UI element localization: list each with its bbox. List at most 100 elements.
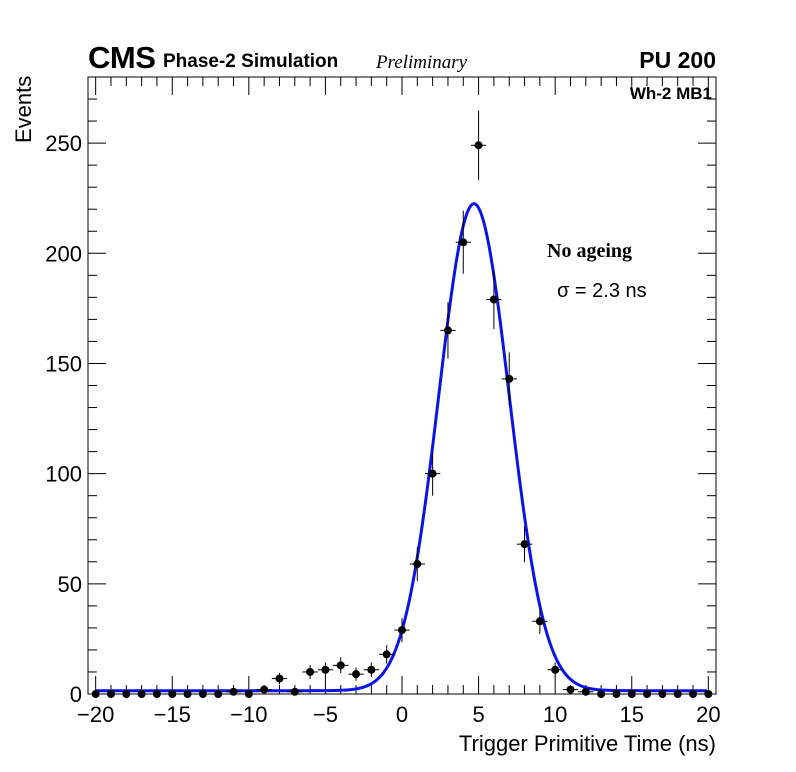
simulation-label: Phase-2 Simulation: [163, 51, 339, 72]
data-point: [210, 690, 226, 698]
point-marker: [505, 374, 514, 383]
point-marker: [627, 690, 636, 698]
x-tick-label: −20: [77, 702, 114, 727]
data-point: [164, 690, 180, 698]
point-marker: [382, 650, 391, 659]
data-point: [562, 685, 579, 694]
point-marker: [168, 690, 177, 698]
x-tick-label: 20: [696, 702, 720, 727]
data-point: [225, 687, 242, 696]
point-marker: [658, 690, 667, 698]
sigma-label: σ = 2.3 ns: [557, 280, 647, 302]
point-marker: [581, 687, 590, 696]
data-point: [516, 526, 533, 563]
point-marker: [152, 690, 161, 698]
data-point: [133, 690, 150, 698]
y-tick-label: 50: [58, 572, 82, 597]
data-point: [409, 547, 425, 581]
point-marker: [306, 667, 315, 676]
point-marker: [566, 685, 575, 694]
data-point: [685, 690, 701, 698]
data-point: [532, 608, 548, 634]
ageing-label: No ageing: [547, 240, 632, 262]
point-marker: [229, 687, 238, 696]
y-tick-label: 150: [45, 351, 82, 376]
data-point: [348, 667, 364, 681]
point-marker: [413, 559, 422, 568]
y-tick-label: 0: [70, 682, 82, 707]
point-marker: [198, 690, 207, 698]
point-marker: [260, 685, 269, 694]
point-marker: [474, 141, 483, 150]
data-point: [700, 690, 716, 698]
fit-layer: [95, 202, 707, 693]
data-point: [256, 685, 272, 694]
data-point: [195, 690, 211, 698]
data-point: [501, 352, 517, 406]
point-marker: [597, 690, 606, 698]
data-point: [333, 657, 349, 674]
data-point: [470, 110, 487, 181]
data-point: [379, 645, 395, 664]
data-point: [455, 210, 471, 274]
point-marker: [535, 617, 544, 626]
data-point: [118, 690, 134, 698]
preliminary-label: Preliminary: [376, 52, 468, 73]
data-point: [302, 664, 318, 680]
point-marker: [612, 690, 621, 698]
point-marker: [106, 690, 115, 698]
y-tick-label: 250: [45, 131, 82, 156]
data-point: [670, 690, 686, 698]
region-label: Wh-2 MB1: [629, 84, 712, 103]
point-marker: [520, 540, 529, 549]
data-point: [424, 451, 441, 496]
data-point: [608, 690, 625, 698]
y-tick-label: 100: [45, 462, 82, 487]
x-tick-label: −5: [313, 702, 338, 727]
data-point: [241, 690, 257, 698]
point-marker: [321, 665, 330, 674]
point-marker: [137, 690, 146, 698]
point-marker: [459, 238, 468, 247]
pileup-label: PU 200: [639, 47, 716, 73]
point-marker: [122, 690, 131, 698]
x-tick-label: 0: [396, 702, 408, 727]
x-tick-label: −15: [154, 702, 191, 727]
data-point: [179, 690, 196, 698]
data-point: [88, 690, 104, 698]
x-tick-label: 5: [472, 702, 484, 727]
point-marker: [428, 469, 437, 478]
data-point: [271, 672, 288, 685]
data-point: [440, 302, 456, 359]
data-point: [103, 690, 119, 698]
point-marker: [643, 690, 652, 698]
data-point: [624, 690, 640, 698]
data-point: [287, 687, 303, 696]
point-marker: [352, 670, 361, 679]
x-tick-label: 15: [620, 702, 644, 727]
point-marker: [275, 674, 284, 683]
point-marker: [183, 690, 192, 698]
point-marker: [91, 690, 100, 698]
point-marker: [551, 665, 560, 674]
point-marker: [244, 690, 253, 698]
point-marker: [704, 690, 713, 698]
experiment-label: CMS: [88, 40, 156, 75]
x-axis-title: Trigger Primitive Time (ns): [458, 731, 716, 756]
point-marker: [443, 326, 452, 335]
data-point: [578, 687, 594, 696]
point-marker: [673, 690, 682, 698]
data-point: [654, 690, 671, 698]
data-point: [363, 662, 380, 678]
data-point: [547, 662, 563, 678]
point-marker: [398, 626, 406, 635]
fit-curve: [95, 202, 707, 693]
data-point: [486, 270, 502, 330]
y-tick-label: 200: [45, 241, 82, 266]
data-point: [639, 690, 655, 698]
data-point: [394, 618, 410, 642]
point-marker: [336, 661, 345, 670]
x-tick-label: −10: [230, 702, 267, 727]
